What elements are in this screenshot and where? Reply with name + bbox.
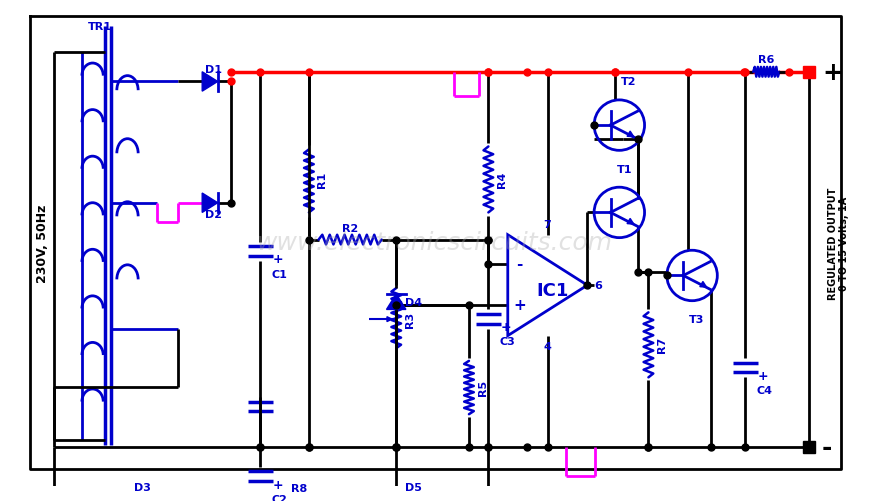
Text: R2: R2 <box>341 223 358 233</box>
Text: 230V, 50Hz: 230V, 50Hz <box>36 204 49 282</box>
Text: +: + <box>273 253 283 266</box>
Text: IC1: IC1 <box>537 282 569 300</box>
Text: R6: R6 <box>758 55 774 65</box>
Text: C1: C1 <box>272 269 287 279</box>
Polygon shape <box>202 73 218 92</box>
Text: +: + <box>501 321 511 334</box>
Text: D3: D3 <box>133 482 151 492</box>
Text: R4: R4 <box>497 171 507 187</box>
Text: -: - <box>517 257 523 272</box>
Text: +: + <box>822 61 843 85</box>
Text: 7: 7 <box>544 219 551 229</box>
Text: T3: T3 <box>689 315 705 325</box>
Text: +: + <box>758 369 768 382</box>
Polygon shape <box>202 193 218 213</box>
Text: REGULATED OUTPUT
0 TO 15 Volts, 1A: REGULATED OUTPUT 0 TO 15 Volts, 1A <box>827 187 849 299</box>
Text: D5: D5 <box>405 482 422 492</box>
Text: 4: 4 <box>544 342 551 352</box>
Text: C4: C4 <box>757 385 773 395</box>
Text: R7: R7 <box>657 336 667 352</box>
Text: T2: T2 <box>621 77 637 87</box>
Text: D1: D1 <box>206 65 222 75</box>
Text: +: + <box>513 298 526 313</box>
Text: TR1: TR1 <box>88 22 112 32</box>
Polygon shape <box>406 491 422 501</box>
Text: R3: R3 <box>405 312 415 328</box>
Polygon shape <box>134 491 150 501</box>
Text: R1: R1 <box>318 171 327 187</box>
Text: R8: R8 <box>291 483 307 493</box>
Text: C3: C3 <box>500 337 516 347</box>
Text: +: + <box>273 477 283 490</box>
Text: D4: D4 <box>405 297 422 307</box>
Text: C2: C2 <box>272 493 287 501</box>
Polygon shape <box>387 294 406 310</box>
Text: D2: D2 <box>206 210 222 220</box>
Text: R5: R5 <box>477 379 488 395</box>
Text: -: - <box>822 435 833 459</box>
Text: T1: T1 <box>617 164 632 174</box>
Text: www.electronicscircuits.com: www.electronicscircuits.com <box>257 231 613 255</box>
Text: 6: 6 <box>594 281 602 291</box>
